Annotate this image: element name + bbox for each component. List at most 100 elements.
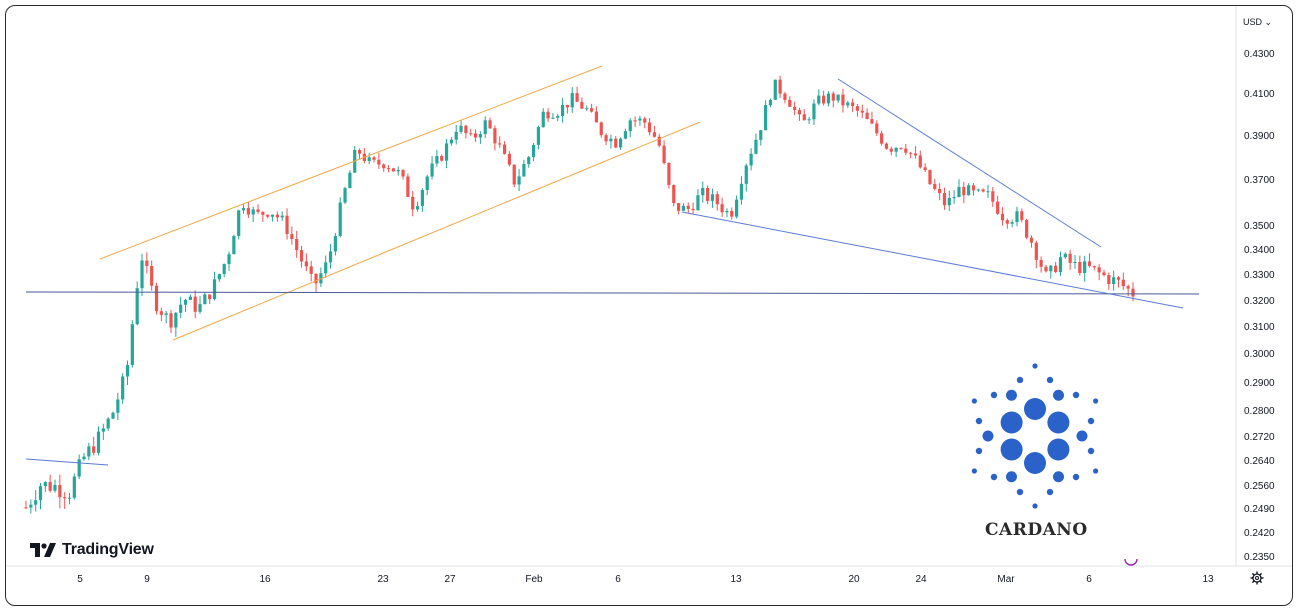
candle-body	[986, 191, 990, 193]
candle-body	[1068, 253, 1072, 263]
support-line[interactable]	[25, 291, 1200, 295]
candle-body	[328, 251, 333, 263]
gear-icon[interactable]	[1250, 571, 1264, 585]
x-tick-label: 13	[730, 574, 742, 585]
x-tick-label: 16	[259, 574, 271, 585]
candle-body	[266, 214, 270, 217]
trendlines	[25, 65, 1200, 466]
candle-body	[541, 111, 545, 128]
candle-body	[420, 190, 424, 206]
candle-body	[125, 364, 130, 377]
candle-body	[1005, 220, 1009, 224]
candle-body	[720, 204, 724, 213]
candle-body	[884, 143, 889, 149]
candle-body	[444, 143, 449, 161]
candle-body	[638, 118, 642, 121]
x-tick-label: 20	[848, 574, 860, 585]
candle-body	[280, 215, 284, 218]
candle-body	[261, 211, 265, 215]
candle-body	[764, 105, 768, 131]
candle-body	[667, 162, 671, 185]
y-tick-label: 0.4100	[1244, 89, 1275, 100]
candle-body	[706, 187, 710, 201]
candle-body	[1054, 265, 1058, 273]
candle-body	[754, 139, 758, 154]
candle-body	[870, 119, 874, 124]
candle-body	[889, 148, 893, 152]
candle-body	[855, 106, 860, 111]
candle-body	[82, 456, 86, 460]
early-resistance-line[interactable]	[25, 458, 109, 466]
candle-body	[802, 114, 806, 121]
channel-lower-line[interactable]	[172, 121, 701, 341]
y-tick-label: 0.3100	[1244, 322, 1275, 333]
candle-body	[227, 254, 231, 265]
candle-body	[415, 205, 420, 210]
candle-body	[1102, 272, 1106, 276]
candle-body	[730, 211, 734, 217]
candle-body	[1126, 286, 1130, 289]
candle-body	[440, 156, 444, 161]
candle-body	[53, 484, 57, 491]
candle-body	[396, 169, 400, 172]
candle-body	[1121, 279, 1125, 287]
candle-body	[672, 184, 676, 204]
candle-body	[735, 199, 739, 217]
channel-upper-line[interactable]	[99, 65, 603, 260]
candle-body	[1058, 257, 1063, 273]
y-tick-label: 0.4300	[1244, 49, 1275, 60]
wedge-lower-line[interactable]	[681, 211, 1184, 309]
candle-body	[783, 93, 787, 100]
candle-body	[744, 165, 748, 184]
candle-body	[691, 208, 695, 211]
candle-body	[773, 79, 777, 100]
candle-body	[546, 111, 550, 119]
candle-body	[411, 196, 415, 210]
candle-body	[1029, 237, 1034, 243]
candle-body	[841, 94, 845, 106]
candle-body	[739, 183, 744, 200]
currency-selector[interactable]: USD ⌄	[1243, 17, 1272, 28]
candle-body	[140, 260, 144, 289]
candle-body	[565, 104, 570, 108]
x-tick-label: 9	[144, 574, 150, 585]
candle-body	[106, 418, 110, 429]
candle-body	[174, 312, 178, 328]
candle-body	[145, 260, 149, 267]
candle-body	[256, 209, 260, 212]
candle-body	[589, 108, 594, 112]
candle-body	[599, 122, 603, 136]
candle-body	[469, 133, 473, 135]
y-tick-label: 0.3700	[1244, 175, 1275, 186]
tradingview-brand[interactable]: TradingView	[30, 541, 154, 559]
y-tick-label: 0.3400	[1244, 245, 1275, 256]
candle-body	[29, 504, 33, 508]
y-tick-label: 0.3000	[1244, 349, 1275, 360]
candle-body	[609, 138, 613, 142]
candle-body	[686, 205, 690, 209]
candle-body	[628, 120, 632, 132]
candle-body	[208, 294, 212, 300]
y-tick-label: 0.3900	[1244, 131, 1275, 142]
candle-body	[556, 116, 560, 118]
candle-body	[570, 93, 574, 108]
candle-body	[237, 210, 241, 237]
price-chart[interactable]: 0.4300 0.4100 0.3900 0.3700 0.3500 0.3400 0.33…	[6, 6, 1293, 606]
chart-frame: 0.4300 0.4100 0.3900 0.3700 0.3500 0.3400 0.33…	[5, 5, 1293, 606]
candle-body	[1097, 267, 1101, 273]
candle-body	[662, 145, 666, 163]
scroll-to-latest-icon[interactable]	[1124, 558, 1138, 566]
candle-body	[135, 288, 139, 325]
wedge-upper-line[interactable]	[837, 78, 1102, 248]
y-tick-label: 0.2800	[1244, 406, 1275, 417]
candle-body	[952, 197, 956, 199]
candle-body	[1073, 261, 1077, 263]
x-tick-label: 6	[615, 574, 621, 585]
candle-body	[1078, 261, 1082, 274]
candle-body	[111, 412, 115, 419]
candle-body	[1083, 261, 1087, 274]
candle-body	[1034, 242, 1038, 260]
candle-body	[63, 497, 67, 499]
candle-body	[681, 205, 686, 211]
candle-body	[996, 201, 1000, 214]
